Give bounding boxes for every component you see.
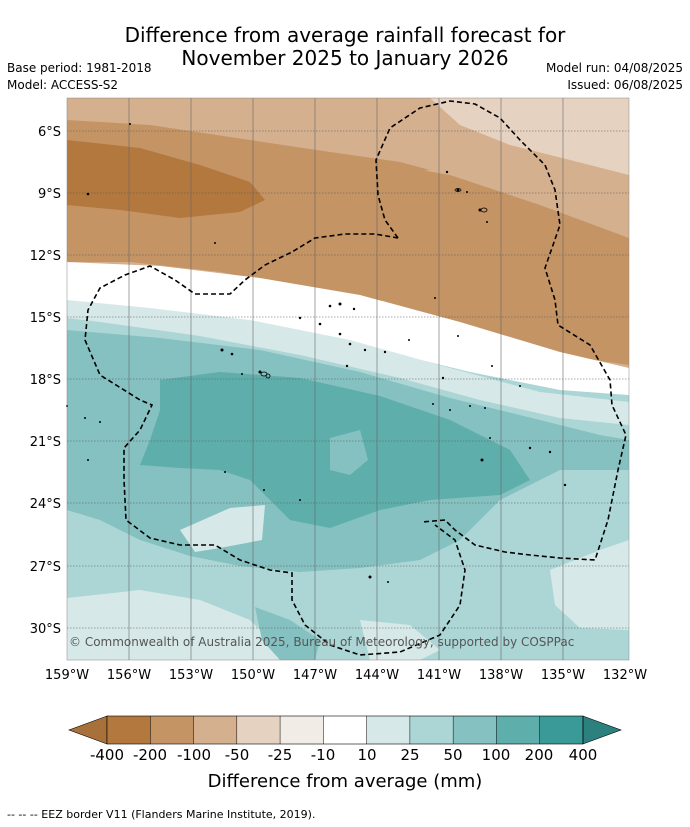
lon-labels: 159°W 156°W 153°W 150°W 147°W 144°W 141°… (45, 668, 647, 683)
lat-label: 9°S (38, 187, 61, 202)
zone-10-25 (67, 300, 629, 425)
lon-label: 153°W (169, 668, 213, 683)
issued-date: Issued: 06/08/2025 (567, 78, 683, 92)
title-line-1: Difference from average rainfall forecas… (124, 23, 566, 47)
atoll-outlines (260, 188, 488, 379)
meta-right: Model run: 04/08/2025 Issued: 06/08/2025 (546, 60, 683, 94)
model-run: Model run: 04/08/2025 (545, 61, 683, 75)
lon-label: 156°W (107, 668, 151, 683)
base-period: Base period: 1981-2018 (7, 61, 152, 75)
colorbar-frame (106, 715, 584, 745)
zone-southeast-mid (500, 530, 560, 575)
colorbar-segment (236, 716, 281, 744)
lat-label: 12°S (30, 249, 61, 264)
colorbar-title: Difference from average (mm) (207, 771, 483, 792)
colorbar-tick-label: -200 (132, 746, 168, 764)
colorbar-tick-label: 400 (568, 746, 598, 764)
colorbar-segment (366, 716, 411, 744)
colorbar-segment (150, 716, 195, 744)
lat-labels: 6°S 9°S 12°S 15°S 18°S 21°S 24°S 27°S 30… (30, 125, 61, 637)
map-frame (66, 97, 630, 661)
colorbar-segment (107, 716, 151, 744)
colorbar-tick-label: -25 (267, 746, 293, 764)
rainfall-map: © Commonwealth of Australia 2025, Bureau… (30, 97, 647, 745)
colorbar-tick-label: -10 (310, 746, 336, 764)
colorbar-tick-label: 100 (481, 746, 511, 764)
zone-neutral (67, 262, 629, 395)
lat-label: 21°S (30, 435, 61, 450)
zone-northeast-light (430, 98, 629, 175)
eez-borders (84, 100, 627, 656)
lat-label: 15°S (30, 311, 61, 326)
zone-south-light (67, 590, 300, 660)
lat-label: 27°S (30, 560, 61, 575)
colorbar-segment (539, 716, 584, 744)
zone-south-mid-light (360, 620, 440, 660)
eez-legend-note: -- -- -- EEZ border V11 (Flanders Marine… (7, 808, 316, 821)
colorbar (68, 715, 622, 745)
colorbar-segment (193, 716, 238, 744)
colorbar-segment (323, 716, 368, 744)
title-line-2: November 2025 to January 2026 (181, 46, 509, 70)
meta-left: Base period: 1981-2018 Model: ACCESS-S2 (7, 60, 152, 94)
lon-label: 159°W (45, 668, 89, 683)
lon-label: 150°W (231, 668, 275, 683)
zone-minus100-band (67, 120, 430, 175)
zone-southeast-light (550, 540, 629, 630)
lon-label: 147°W (293, 668, 337, 683)
lon-label: 135°W (541, 668, 585, 683)
colorbar-tick-label: 50 (443, 746, 463, 764)
colorbar-segment (453, 716, 497, 744)
lon-label: 144°W (355, 668, 399, 683)
colorbar-extend-low (68, 715, 108, 745)
colorbar-tick-label: 10 (357, 746, 377, 764)
chart-title: Difference from average rainfall forecas… (0, 24, 690, 70)
zone-southwest-light (180, 505, 265, 552)
colorbar-tick-label: 200 (524, 746, 554, 764)
zone-south-teal (255, 607, 320, 660)
colorbar-extend-high (582, 715, 622, 745)
colorbar-tick-label: 25 (400, 746, 420, 764)
colorbar-tick-label: -400 (89, 746, 125, 764)
model-name: Model: ACCESS-S2 (7, 78, 119, 92)
lat-label: 6°S (38, 125, 61, 140)
zone-minus200-minus400 (67, 140, 265, 218)
colorbar-segment (280, 716, 324, 744)
copyright-text: © Commonwealth of Australia 2025, Bureau… (69, 635, 574, 649)
lon-label: 138°W (479, 668, 523, 683)
islands (66, 123, 567, 583)
lat-label: 24°S (30, 497, 61, 512)
colorbar-segment (409, 716, 454, 744)
colorbar-tick-label: -100 (176, 746, 212, 764)
lon-label: 132°W (603, 668, 647, 683)
lat-label: 30°S (30, 622, 61, 637)
meridians (128, 98, 564, 660)
lat-label: 18°S (30, 373, 61, 388)
colorbar-tick-label: -50 (224, 746, 250, 764)
graticule (67, 130, 629, 629)
lon-label: 141°W (417, 668, 461, 683)
colorbar-segment (496, 716, 541, 744)
